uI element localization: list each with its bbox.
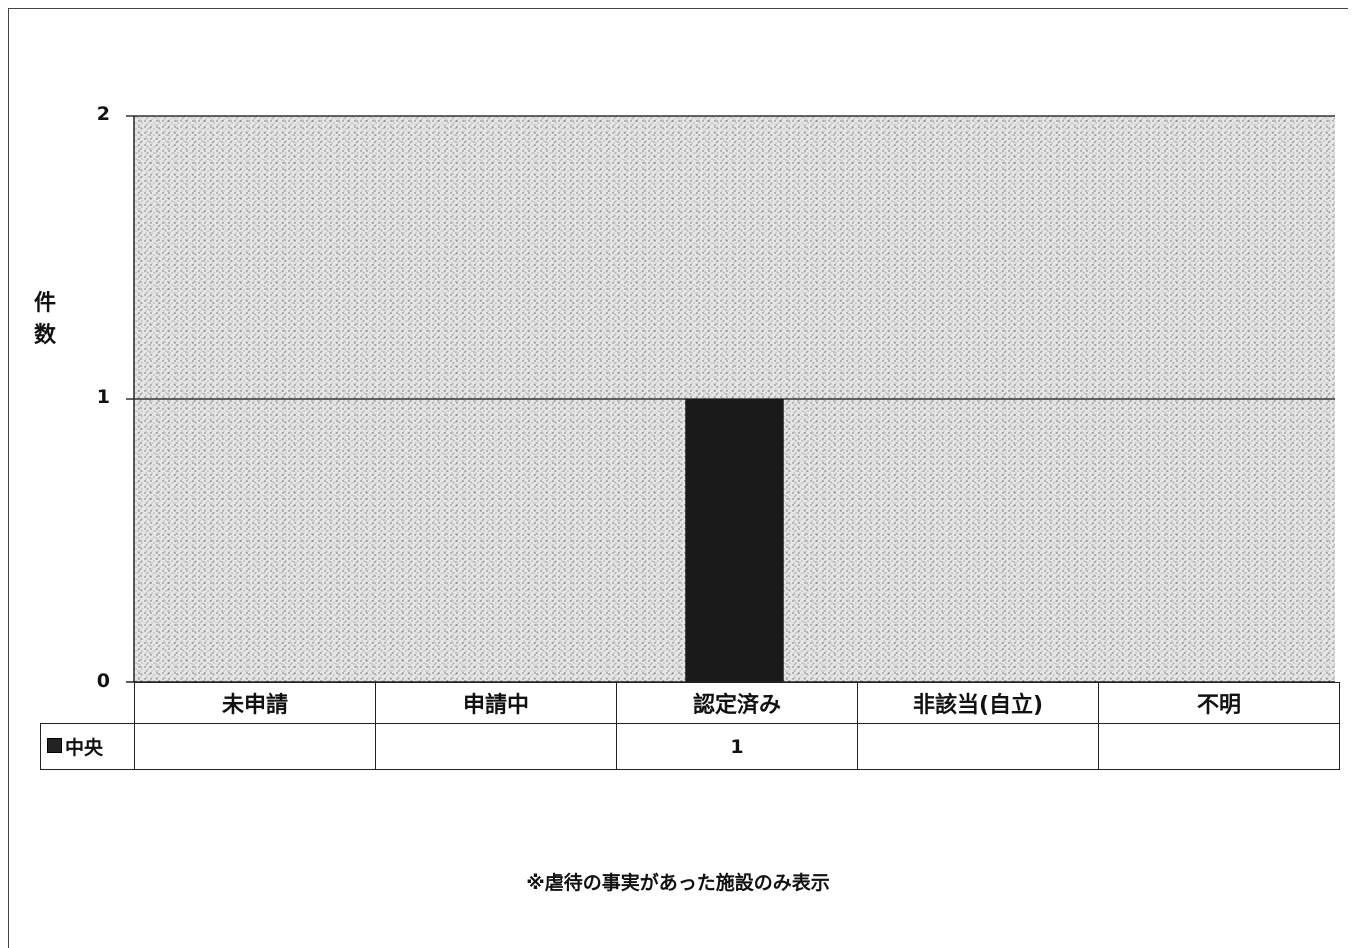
data-label: 1 [616,723,858,770]
data-label [1098,723,1340,770]
data-label [134,723,376,770]
data-table: 未申請 申請中 認定済み 非該当(自立) 不明 中央 1 [40,682,1340,770]
bar [685,399,784,682]
data-label [857,723,1099,770]
data-label [375,723,617,770]
category-label: 認定済み [616,682,858,724]
series-row: 中央 1 [40,723,1340,770]
chart-frame [8,8,1348,948]
category-label: 非該当(自立) [857,682,1099,724]
category-row: 未申請 申請中 認定済み 非該当(自立) 不明 [40,682,1340,724]
footnote: ※虐待の事実があった施設のみ表示 [526,872,830,894]
category-label: 申請中 [375,682,617,724]
legend-entry: 中央 [40,723,135,770]
series-name: 中央 [65,737,104,759]
y-tick-label: 1 [96,386,110,408]
category-label: 未申請 [134,682,376,724]
category-label: 不明 [1098,682,1340,724]
y-axis-label: 件数 [33,291,56,348]
legend-swatch [47,738,62,753]
table-corner [40,682,135,724]
y-tick-label: 2 [96,103,110,125]
